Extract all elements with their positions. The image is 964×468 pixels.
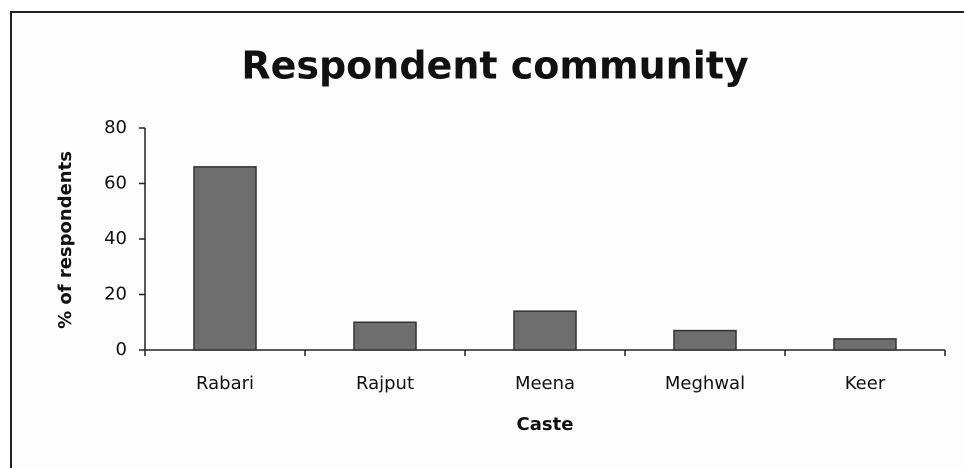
x-tick-label: Meghwal [665, 373, 745, 394]
bar [833, 338, 897, 351]
y-tick-label: 60 [104, 173, 127, 194]
bar [353, 321, 417, 351]
x-tick-label: Rajput [356, 373, 414, 394]
chart-title: Respondent community [241, 44, 749, 88]
x-axis-label: Caste [517, 414, 574, 435]
bar [193, 166, 257, 351]
bar [513, 310, 577, 351]
y-tick-label: 0 [116, 339, 127, 360]
x-tick-label: Meena [515, 373, 575, 394]
chart-frame [10, 11, 964, 468]
y-tick-label: 40 [104, 228, 127, 249]
x-tick-label: Rabari [196, 373, 254, 394]
y-axis-label: % of respondents [55, 151, 76, 329]
y-tick-label: 20 [104, 284, 127, 305]
x-tick-label: Keer [845, 373, 886, 394]
y-tick-label: 80 [104, 117, 127, 138]
bar [673, 329, 737, 351]
